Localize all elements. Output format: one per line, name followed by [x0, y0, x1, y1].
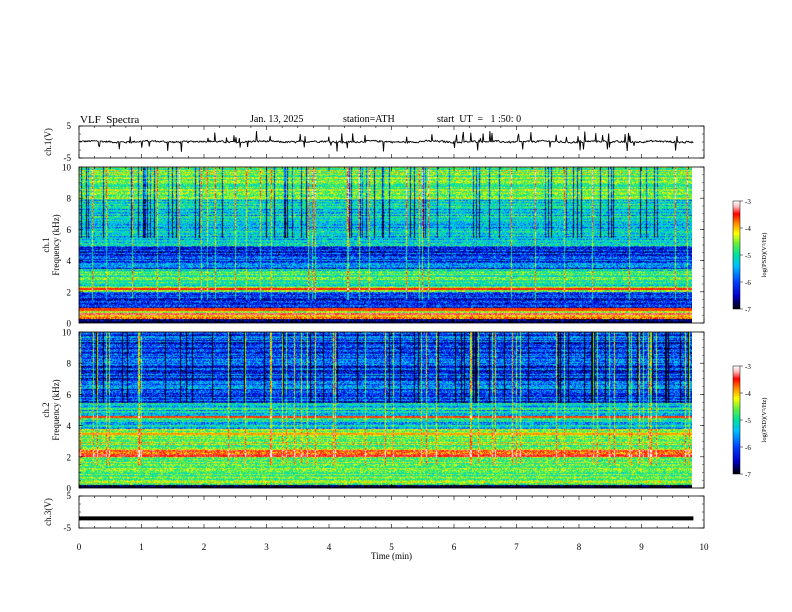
y-tick-label: 10	[62, 328, 72, 338]
x-tick-label: 7	[514, 542, 519, 552]
x-axis-label: Time (min)	[371, 551, 412, 561]
waveform-line	[78, 131, 694, 152]
colorbar	[732, 200, 741, 310]
y-axis-label: Frequency (kHz)	[51, 379, 61, 440]
x-tick-label: 4	[327, 542, 332, 552]
y-axis-label: ch.3(V)	[43, 498, 53, 526]
y-tick-label: 2	[67, 452, 72, 462]
ch-1-spectrogram-image	[79, 167, 692, 323]
x-tick-label: 2	[202, 542, 207, 552]
colorbar-tick-label: -3	[745, 198, 751, 206]
x-tick-label: 3	[264, 542, 269, 552]
y-axis-label: Frequency (kHz)	[51, 214, 61, 275]
colorbar-tick-label: -6	[745, 444, 751, 452]
ch-2-spectrogram-image	[79, 332, 692, 488]
y-tick-label: 10	[62, 163, 72, 173]
y-tick-label: 4	[67, 256, 72, 266]
y-tick-label: -5	[64, 523, 72, 533]
channel-label: ch.1	[41, 237, 51, 252]
x-tick-label: 5	[389, 542, 394, 552]
x-tick-label: 8	[577, 542, 582, 552]
colorbar-tick-label: -4	[745, 390, 751, 398]
colorbar-label: log(PSD)(V²/Hz)	[761, 233, 768, 278]
x-tick-label: 1	[139, 542, 144, 552]
x-tick-label: 0	[77, 542, 82, 552]
x-tick-label: 9	[639, 542, 644, 552]
start-time-label: start UT = 1 :50: 0	[437, 114, 522, 125]
channel-label: ch.2	[41, 402, 51, 417]
colorbar	[732, 365, 741, 475]
x-tick-label: 6	[452, 542, 457, 552]
station-label: station=ATH	[343, 114, 395, 125]
y-tick-label: 6	[67, 225, 72, 235]
colorbar-tick-label: -5	[745, 417, 751, 425]
y-tick-label: 6	[67, 390, 72, 400]
colorbar-tick-label: -7	[745, 306, 751, 314]
colorbar-tick-label: -7	[745, 471, 751, 479]
y-tick-label: 4	[67, 421, 72, 431]
colorbar-tick-label: -5	[745, 252, 751, 260]
figure-title: VLF Spectra	[80, 114, 140, 126]
y-tick-label: 0	[67, 484, 72, 494]
date-label: Jan. 13, 2025	[250, 114, 304, 125]
y-tick-label: 8	[67, 194, 72, 204]
colorbar-tick-label: -4	[745, 225, 751, 233]
x-tick-label: 10	[700, 542, 710, 552]
y-axis-label: ch.1(V)	[43, 128, 53, 156]
colorbar-tick-label: -3	[745, 363, 751, 371]
colorbar-tick-label: -6	[745, 279, 751, 287]
y-tick-label: 5	[67, 491, 72, 501]
y-tick-label: 5	[67, 121, 72, 131]
y-tick-label: 8	[67, 359, 72, 369]
y-tick-label: -5	[64, 153, 72, 163]
y-tick-label: 2	[67, 287, 72, 297]
ch-3-waveform-frame	[78, 495, 705, 529]
y-tick-label: 0	[67, 319, 72, 329]
colorbar-label: log(PSD)(V²/Hz)	[761, 398, 768, 443]
